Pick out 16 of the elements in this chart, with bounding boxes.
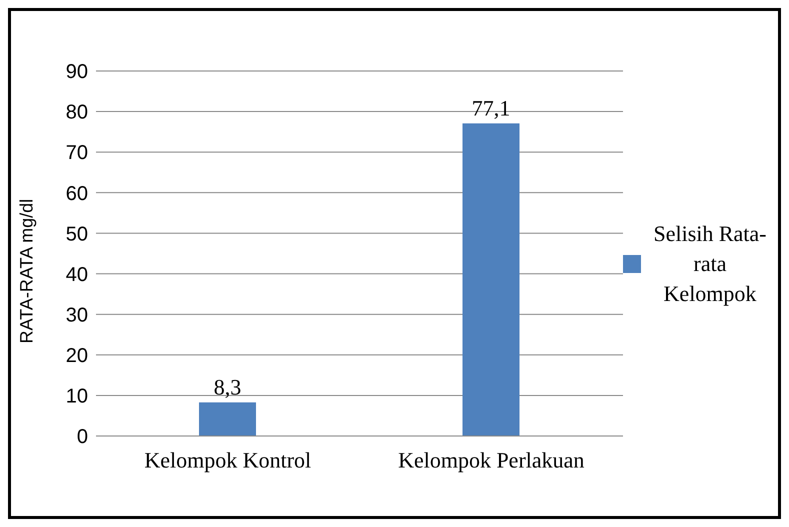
y-tick-label: 60: [66, 182, 88, 205]
x-tick-label: Kelompok Perlakuan: [398, 448, 584, 473]
y-tick-label: 40: [66, 264, 88, 286]
x-tick-label: Kelompok Kontrol: [144, 448, 312, 473]
data-label: 8,3: [214, 374, 242, 400]
y-tick-label: 20: [66, 344, 88, 367]
y-tick-label: 0: [76, 426, 88, 448]
y-tick-label: 70: [66, 142, 88, 164]
legend-label: Selisih Rata-rata Kelompok: [652, 220, 768, 308]
y-axis-title: RATA-RATA mg/dl: [16, 198, 36, 344]
y-tick-label: 30: [66, 304, 88, 326]
y-tick-label: 90: [66, 61, 88, 84]
y-tick-label: 80: [66, 102, 88, 124]
y-tick-label: 50: [66, 223, 88, 246]
data-label: 77,1: [472, 95, 510, 120]
y-tick-label: 10: [66, 386, 88, 408]
